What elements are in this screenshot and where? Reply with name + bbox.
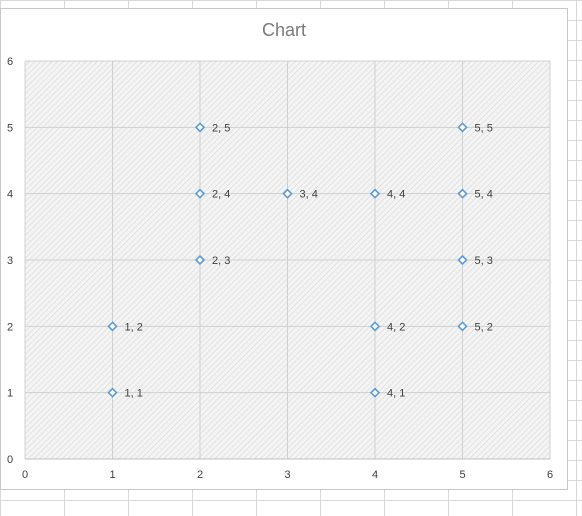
data-point-label: 5, 4	[475, 189, 493, 201]
data-point-marker[interactable]	[194, 254, 206, 266]
data-point-marker[interactable]	[457, 321, 468, 332]
x-tick-label: 5	[459, 469, 465, 481]
y-tick-label: 5	[7, 122, 13, 134]
data-point-label: 1, 1	[125, 388, 143, 400]
x-tick-label: 4	[372, 469, 378, 481]
data-point-label: 2, 3	[212, 255, 230, 267]
data-point-label: 2, 4	[212, 189, 230, 201]
y-tick-label: 4	[7, 189, 13, 201]
x-tick-label: 1	[109, 469, 115, 481]
data-point-label: 4, 1	[387, 388, 405, 400]
data-point-label: 5, 2	[475, 321, 493, 333]
y-tick-label: 1	[7, 388, 13, 400]
data-point-marker[interactable]	[369, 387, 381, 398]
data-point-marker[interactable]	[194, 122, 206, 133]
data-point-marker[interactable]	[282, 188, 293, 199]
x-tick-label: 0	[22, 469, 28, 481]
data-point-label: 1, 2	[125, 321, 143, 333]
data-point-label: 3, 4	[300, 189, 318, 201]
data-point-marker[interactable]	[107, 321, 118, 332]
x-tick-label: 3	[284, 469, 290, 481]
data-point-label: 5, 5	[475, 122, 493, 134]
data-point-label: 4, 4	[387, 189, 405, 201]
data-point-marker[interactable]	[107, 387, 118, 398]
data-point-marker[interactable]	[457, 254, 468, 266]
data-point-label: 4, 2	[387, 321, 405, 333]
y-tick-label: 3	[7, 255, 13, 267]
y-tick-label: 6	[7, 56, 13, 68]
data-point-marker[interactable]	[457, 188, 468, 199]
data-point-marker[interactable]	[369, 321, 381, 332]
y-tick-label: 0	[7, 454, 13, 466]
y-tick-label: 2	[7, 321, 13, 333]
data-point-marker[interactable]	[194, 188, 206, 199]
data-point-label: 2, 5	[212, 122, 230, 134]
data-point-marker[interactable]	[457, 122, 468, 133]
x-tick-label: 2	[197, 469, 203, 481]
x-tick-label: 6	[547, 469, 553, 481]
data-point-label: 5, 3	[475, 255, 493, 267]
chart-title[interactable]: Chart	[261, 20, 306, 40]
data-point-marker[interactable]	[369, 188, 381, 199]
